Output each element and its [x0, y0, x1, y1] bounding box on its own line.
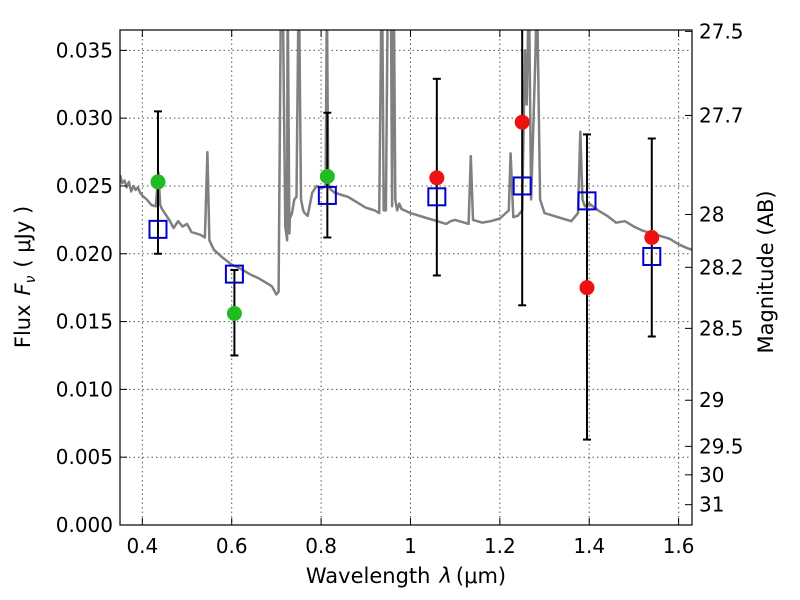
plot-area — [120, 30, 692, 525]
data-layer — [120, 30, 692, 441]
model-spectrum-line — [120, 30, 692, 296]
model-square-2 — [317, 185, 337, 205]
model-square-3 — [427, 187, 447, 207]
x-tick-label-3: 1 — [404, 534, 417, 558]
observed-point-0-0 — [150, 174, 166, 190]
y2-tick-label-0: 27.5 — [699, 19, 744, 43]
y2-tick-label-5: 29 — [699, 388, 724, 412]
y-axis-label: FluxFν( μJy ) — [11, 206, 39, 348]
y-tick-label-1: 0.005 — [56, 445, 113, 469]
observed-point-0-1 — [226, 305, 242, 321]
observed-point-0-2 — [319, 168, 335, 184]
x-tick-label-2: 0.8 — [305, 534, 337, 558]
y2-tick-label-3: 28.2 — [699, 255, 744, 279]
x-tick-label-4: 1.2 — [484, 534, 516, 558]
grid — [120, 30, 692, 526]
observed-points — [150, 114, 660, 321]
y2-tick-label-6: 29.5 — [699, 434, 744, 458]
observed-point-1-1 — [514, 114, 530, 130]
axis-ticks: 0.4 0.6 0.8 1 1.2 1.4 1.6 0.000 0.005 0.010 0.015 0… — [56, 19, 744, 558]
observed-point-1-0 — [429, 170, 445, 186]
model-square-0 — [148, 219, 168, 239]
plot-frame — [119, 29, 693, 526]
observed-point-1-3 — [644, 229, 660, 245]
model-square-1 — [224, 264, 244, 284]
y-tick-label-7: 0.035 — [56, 38, 113, 62]
x-tick-label-5: 1.4 — [573, 534, 605, 558]
observed-point-1-2 — [579, 280, 595, 296]
y2-tick-label-2: 28 — [699, 202, 724, 226]
model-square-4 — [512, 176, 532, 196]
y-tick-label-6: 0.030 — [56, 106, 113, 130]
y-tick-label-5: 0.025 — [56, 174, 113, 198]
y-tick-label-3: 0.015 — [56, 310, 113, 334]
x-tick-label-6: 1.6 — [663, 534, 695, 558]
y2-tick-label-8: 31 — [699, 493, 724, 517]
x-axis-label: Wavelength λ (μm) — [306, 564, 506, 588]
y2-tick-label-7: 30 — [699, 463, 724, 487]
y2-axis-label: Magnitude (AB) — [754, 190, 778, 353]
y-tick-label-2: 0.010 — [56, 377, 113, 401]
model-square-6 — [642, 246, 662, 266]
model-photometry-squares — [148, 176, 662, 284]
y-tick-label-0: 0.000 — [56, 513, 113, 537]
y2-tick-label-1: 27.7 — [699, 103, 744, 127]
y2-tick-label-4: 28.5 — [699, 316, 744, 340]
x-tick-label-1: 0.6 — [216, 534, 248, 558]
y-tick-label-4: 0.020 — [56, 242, 113, 266]
model-square-5 — [577, 191, 597, 211]
x-tick-label-0: 0.4 — [126, 534, 158, 558]
